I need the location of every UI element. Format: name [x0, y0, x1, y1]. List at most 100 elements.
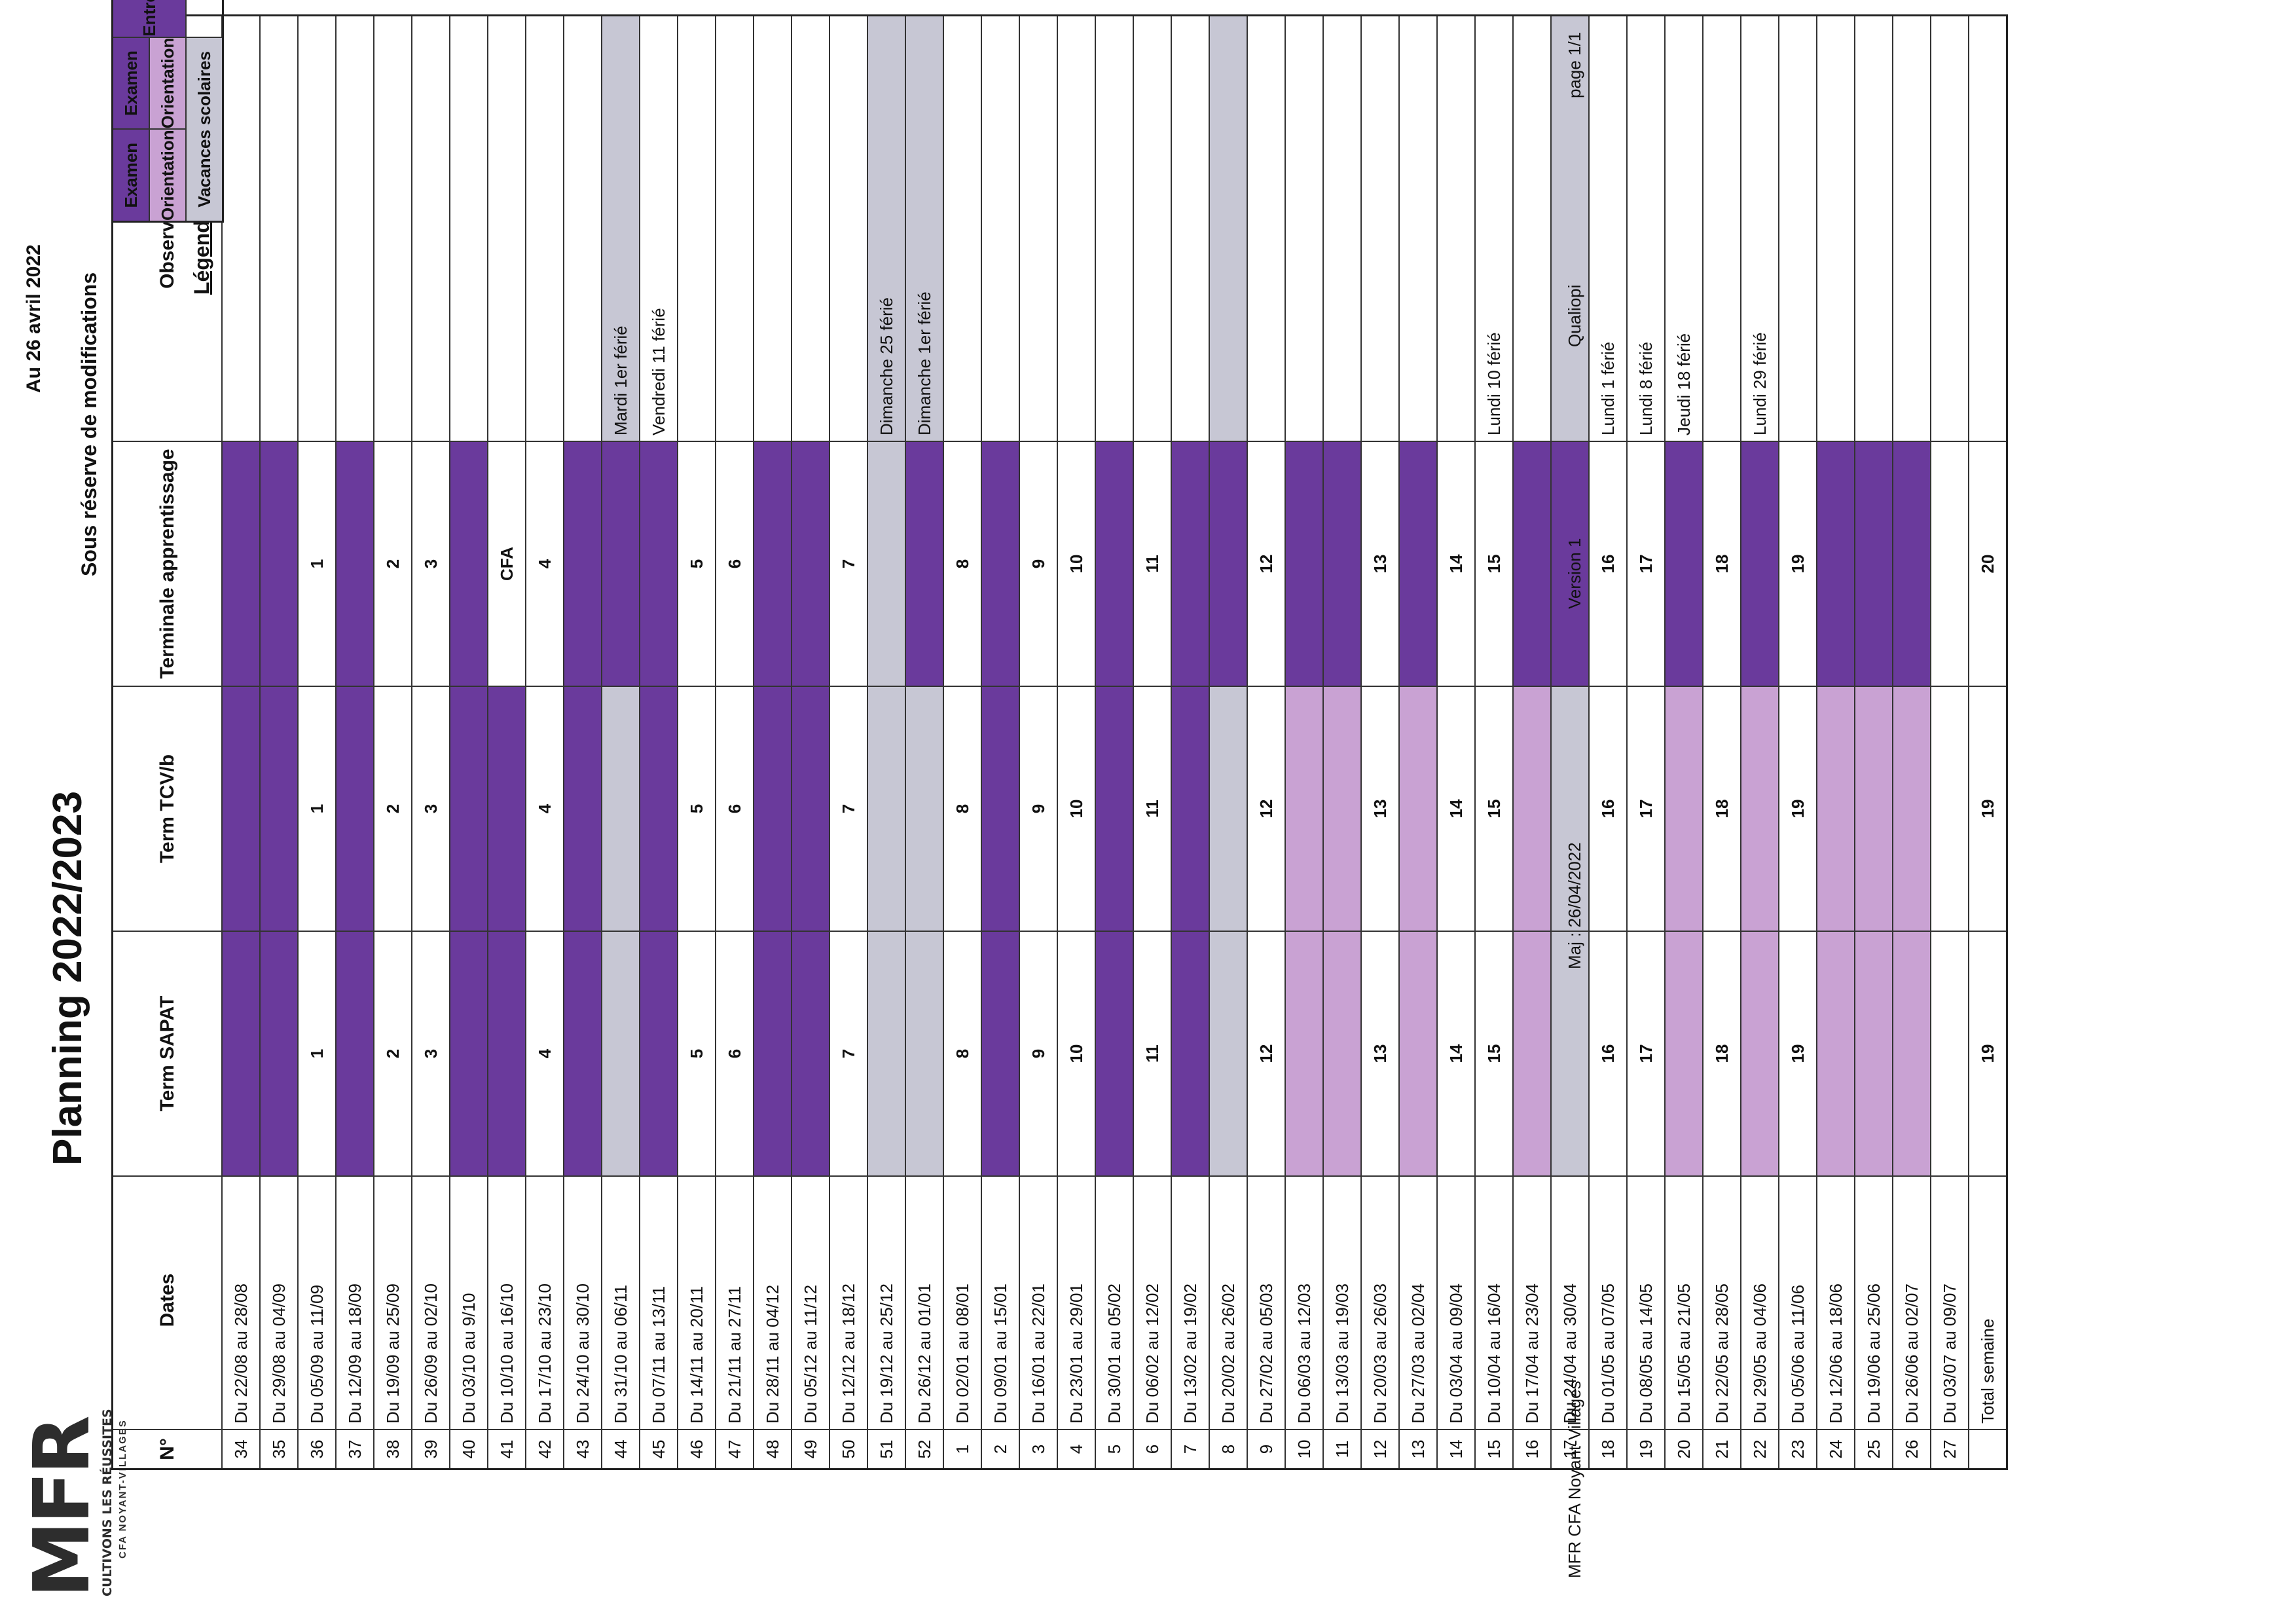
planning-table: N° Dates Term SAPAT Term TCV/b Terminale… [111, 14, 2008, 1470]
apprentissage-cell: 8 [943, 441, 981, 686]
apprentissage-cell: 11 [1133, 441, 1171, 686]
observation-cell [488, 15, 526, 441]
week-num-cell: 14 [1437, 1430, 1475, 1469]
week-num-cell: 9 [1247, 1430, 1285, 1469]
footer-version: Version 1 [1565, 538, 1584, 609]
table-row: 40 Du 03/10 au 9/10 [450, 15, 488, 1469]
week-num-cell: 48 [754, 1430, 792, 1469]
date-range-cell: Du 17/04 au 23/04 [1513, 1176, 1551, 1430]
sapat-cell [1171, 931, 1209, 1176]
date-range-cell: Du 03/04 au 09/04 [1437, 1176, 1475, 1430]
total-apprentissage: 20 [1969, 441, 2007, 686]
sapat-cell [1285, 931, 1323, 1176]
week-num-cell: 44 [602, 1430, 640, 1469]
col-header-sapat: Term SAPAT [112, 931, 222, 1176]
week-num-cell: 13 [1399, 1430, 1437, 1469]
sapat-cell: 19 [1779, 931, 1817, 1176]
table-row: 15 Du 10/04 au 16/04 15 15 15 Lundi 10 férié [1475, 15, 1513, 1469]
table-row: 17 Du 24/04 au 30/04 [1551, 15, 1589, 1469]
week-num-cell: 2 [981, 1430, 1019, 1469]
table-row: 35 Du 29/08 au 04/09 [260, 15, 298, 1469]
observation-cell [1019, 15, 1057, 441]
week-num-cell: 45 [640, 1430, 678, 1469]
sapat-cell: 12 [1247, 931, 1285, 1176]
date-range-cell: Du 06/02 au 12/02 [1133, 1176, 1171, 1430]
sapat-cell [1513, 931, 1551, 1176]
apprentissage-cell [1323, 441, 1361, 686]
sapat-cell: 8 [943, 931, 981, 1176]
table-row: 52 Du 26/12 au 01/01 Dimanche 1er férié [905, 15, 943, 1469]
apprentissage-cell [1931, 441, 1969, 686]
total-row: Total semaine 19 19 20 [1969, 15, 2007, 1469]
table-row: 46 Du 14/11 au 20/11 5 5 5 [678, 15, 716, 1469]
tcv-cell [792, 686, 829, 931]
tcv-cell [905, 686, 943, 931]
week-num-cell: 42 [526, 1430, 564, 1469]
footer-updated: Maj : 26/04/2022 [1565, 842, 1584, 969]
tcv-cell [1285, 686, 1323, 931]
observation-cell [298, 15, 336, 441]
date-range-cell: Du 26/12 au 01/01 [905, 1176, 943, 1430]
apprentissage-cell: 7 [829, 441, 867, 686]
observation-cell: Lundi 10 férié [1475, 15, 1513, 441]
week-num-cell: 43 [564, 1430, 602, 1469]
tcv-cell [981, 686, 1019, 931]
tcv-cell: 4 [526, 686, 564, 931]
date-range-cell: Du 12/06 au 18/06 [1817, 1176, 1855, 1430]
tcv-cell [1665, 686, 1703, 931]
apprentissage-cell [1855, 441, 1893, 686]
tcv-cell [488, 686, 526, 931]
week-num-cell: 40 [450, 1430, 488, 1469]
observation-cell: Dimanche 1er férié [905, 15, 943, 441]
sapat-cell [488, 931, 526, 1176]
observation-cell [1817, 15, 1855, 441]
observation-cell [260, 15, 298, 441]
table-row: 4 Du 23/01 au 29/01 10 10 10 [1057, 15, 1095, 1469]
observation-cell [716, 15, 754, 441]
week-num-cell: 11 [1323, 1430, 1361, 1469]
date-range-cell: Du 09/01 au 15/01 [981, 1176, 1019, 1430]
tcv-cell: 19 [1779, 686, 1817, 931]
date-range-cell: Du 29/05 au 04/06 [1741, 1176, 1779, 1430]
sapat-cell [1399, 931, 1437, 1176]
week-num-cell: 1 [943, 1430, 981, 1469]
apprentissage-cell [792, 441, 829, 686]
week-num-cell: 5 [1095, 1430, 1133, 1469]
legend-examen-1: Examen [112, 129, 149, 222]
week-num-cell: 35 [260, 1430, 298, 1469]
sapat-cell [867, 931, 905, 1176]
sapat-cell [1855, 931, 1893, 1176]
page-date: Au 26 avril 2022 [23, 244, 45, 393]
date-range-cell: Du 14/11 au 20/11 [678, 1176, 716, 1430]
logo-wordmark: MFR [16, 1418, 107, 1598]
week-num-cell: 49 [792, 1430, 829, 1469]
table-row: 6 Du 06/02 au 12/02 11 11 11 [1133, 15, 1171, 1469]
tcv-cell [450, 686, 488, 931]
table-row: 24 Du 12/06 au 18/06 [1817, 15, 1855, 1469]
date-range-cell: Du 21/11 au 27/11 [716, 1176, 754, 1430]
tcv-cell [1171, 686, 1209, 931]
table-row: 10 Du 06/03 au 12/03 [1285, 15, 1323, 1469]
date-range-cell: Du 10/10 au 16/10 [488, 1176, 526, 1430]
tcv-cell [1209, 686, 1247, 931]
sapat-cell [1095, 931, 1133, 1176]
observation-cell [412, 15, 450, 441]
date-range-cell: Du 02/01 au 08/01 [943, 1176, 981, 1430]
sapat-cell: 18 [1703, 931, 1741, 1176]
apprentissage-cell [1513, 441, 1551, 686]
tcv-cell: 12 [1247, 686, 1285, 931]
mfr-logo: MFR CULTIVONS LES RÉUSSITES CFA NOYANT-V… [16, 1323, 128, 1598]
sapat-cell: 16 [1589, 931, 1627, 1176]
week-num-cell: 19 [1627, 1430, 1665, 1469]
tcv-cell: 5 [678, 686, 716, 931]
observation-cell [564, 15, 602, 441]
legend-orientation-2: Orientation [149, 37, 186, 130]
sapat-cell [1665, 931, 1703, 1176]
sapat-cell: 14 [1437, 931, 1475, 1176]
date-range-cell: Du 15/05 au 21/05 [1665, 1176, 1703, 1430]
observation-cell [336, 15, 374, 441]
tcv-cell [260, 686, 298, 931]
date-range-cell: Du 12/09 au 18/09 [336, 1176, 374, 1430]
week-num-cell: 12 [1361, 1430, 1399, 1469]
